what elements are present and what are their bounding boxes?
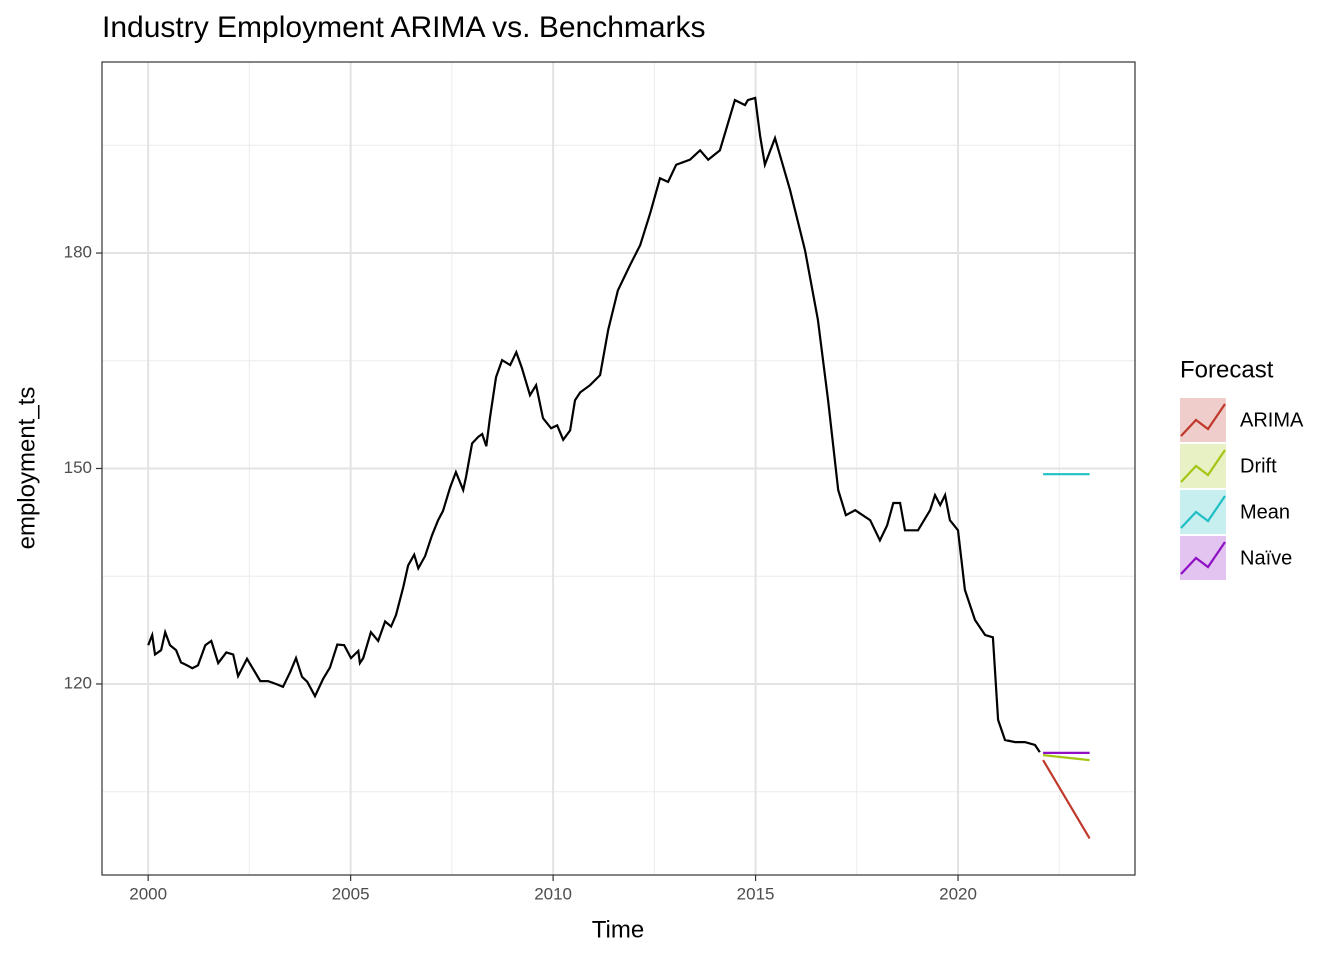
legend-item: Mean	[1180, 490, 1290, 534]
history-line	[147, 96, 1041, 753]
x-tick-label: 2000	[129, 884, 167, 903]
forecast-line	[1042, 759, 1091, 839]
legend-label: Mean	[1240, 501, 1290, 523]
x-tick-label: 2010	[534, 884, 572, 903]
legend-key	[1180, 444, 1226, 488]
x-tick-label: 2015	[737, 884, 775, 903]
x-tick-label: 2005	[332, 884, 370, 903]
plot-border	[101, 61, 1136, 876]
legend-label: ARIMA	[1240, 409, 1304, 431]
legend-key-line	[1180, 495, 1226, 529]
y-tick-label: 180	[64, 243, 92, 262]
legend-item: Naïve	[1180, 536, 1292, 580]
legend-key-line	[1180, 449, 1226, 483]
legend-label: Naïve	[1240, 547, 1292, 569]
legend-key	[1180, 490, 1226, 534]
y-axis-title: employment_ts	[13, 387, 40, 550]
x-axis-title: Time	[592, 916, 644, 943]
legend-key	[1180, 398, 1226, 442]
forecast-line	[1042, 754, 1090, 762]
legend-label: Drift	[1240, 455, 1277, 477]
legend-item: Drift	[1180, 444, 1277, 488]
y-tick-label: 150	[64, 458, 92, 477]
legend-title: Forecast	[1180, 356, 1274, 383]
legend-key-line	[1180, 403, 1226, 437]
legend-item: ARIMA	[1180, 398, 1304, 442]
chart-title: Industry Employment ARIMA vs. Benchmarks	[102, 11, 706, 44]
y-tick-label: 120	[64, 673, 92, 692]
legend-key	[1180, 536, 1226, 580]
legend-key-line	[1180, 541, 1226, 575]
x-tick-label: 2020	[939, 884, 977, 903]
